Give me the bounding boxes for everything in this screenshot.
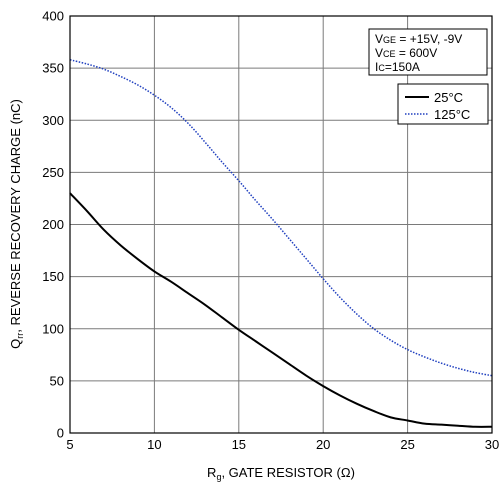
conditions-box: VGE = +15V, -9V VCE = 600V IC=150A — [368, 28, 488, 76]
x-tick-label: 5 — [66, 437, 73, 452]
series-line-125c — [69, 59, 493, 377]
condition-ic: IC=150A — [375, 60, 420, 74]
y-tick-label: 300 — [42, 113, 64, 128]
series-line-25c — [69, 192, 493, 428]
y-tick-labels: 0 50 100 150 200 250 300 350 400 — [42, 9, 64, 441]
legend-label-125c: 125°C — [434, 107, 470, 122]
x-tick-labels: 5 10 15 20 25 30 — [66, 437, 499, 452]
legend: 25°C 125°C — [397, 83, 489, 125]
condition-vge: VGE = +15V, -9V — [375, 32, 462, 46]
grid — [70, 16, 492, 433]
legend-label-25c: 25°C — [434, 90, 463, 105]
y-tick-label: 50 — [50, 373, 64, 388]
x-tick-label: 10 — [147, 437, 161, 452]
y-tick-label: 200 — [42, 217, 64, 232]
series-lines — [69, 59, 493, 428]
x-tick-label: 30 — [485, 437, 499, 452]
x-tick-label: 20 — [316, 437, 330, 452]
x-tick-label: 25 — [400, 437, 414, 452]
y-tick-label: 100 — [42, 321, 64, 336]
condition-vce: VCE = 600V — [375, 46, 437, 60]
x-axis-label: Rg, GATE RESISTOR (Ω) — [207, 465, 355, 482]
y-tick-label: 250 — [42, 165, 64, 180]
x-tick-label: 15 — [232, 437, 246, 452]
y-tick-label: 350 — [42, 61, 64, 76]
y-tick-label: 150 — [42, 269, 64, 284]
plot-frame — [69, 15, 493, 434]
y-tick-label: 0 — [57, 426, 64, 441]
y-tick-label: 400 — [42, 9, 64, 24]
y-axis-label: Qrr, REVERSE RECOVERY CHARGE (nC) — [8, 99, 25, 349]
